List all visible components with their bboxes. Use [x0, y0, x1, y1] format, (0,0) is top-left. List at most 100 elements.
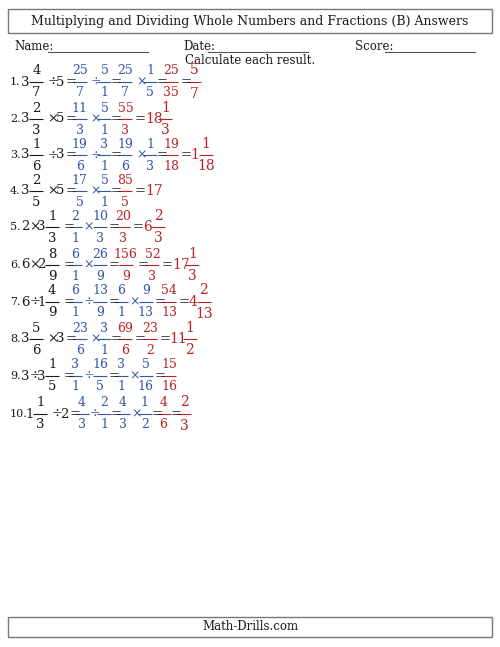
Text: =: = — [152, 408, 162, 421]
Text: 3: 3 — [37, 221, 46, 234]
Text: 5: 5 — [100, 65, 108, 78]
Text: ÷: ÷ — [84, 296, 94, 309]
Text: 8: 8 — [48, 248, 56, 261]
Text: 5: 5 — [190, 63, 198, 78]
Text: 1: 1 — [48, 358, 56, 371]
Text: 3: 3 — [78, 419, 86, 432]
Text: 18: 18 — [163, 160, 179, 173]
Text: 6: 6 — [143, 220, 152, 234]
Text: 7: 7 — [76, 87, 84, 100]
Text: 26: 26 — [92, 248, 108, 261]
Text: 1: 1 — [36, 397, 44, 410]
Text: ÷: ÷ — [30, 369, 40, 382]
Text: 3: 3 — [76, 124, 84, 137]
Text: =: = — [63, 296, 74, 309]
Text: =: = — [65, 113, 76, 126]
Bar — [8, 617, 492, 637]
Text: ×: × — [84, 221, 94, 234]
Text: ÷: ÷ — [90, 408, 101, 421]
Text: =: = — [70, 408, 80, 421]
Text: 17: 17 — [72, 173, 88, 186]
Text: 3.: 3. — [10, 150, 20, 160]
Text: 2: 2 — [60, 408, 68, 421]
Text: 9: 9 — [48, 307, 56, 320]
Text: 25: 25 — [72, 65, 88, 78]
Text: 9: 9 — [122, 270, 130, 283]
Text: 3: 3 — [148, 270, 156, 283]
Text: 9: 9 — [48, 270, 56, 283]
Text: 6: 6 — [72, 248, 80, 261]
Text: 13: 13 — [161, 307, 177, 320]
Text: 1: 1 — [72, 270, 80, 283]
Text: 3: 3 — [122, 124, 130, 137]
Text: =: = — [63, 369, 74, 382]
Text: 1: 1 — [72, 232, 80, 245]
Text: =: = — [156, 149, 168, 162]
Text: 19: 19 — [72, 138, 88, 151]
Text: 8.: 8. — [10, 334, 20, 344]
Text: 2: 2 — [146, 344, 154, 356]
Text: =: = — [65, 76, 76, 89]
Text: 7: 7 — [190, 87, 198, 100]
Text: 6: 6 — [32, 160, 40, 173]
Text: 20: 20 — [116, 210, 132, 223]
Text: 1: 1 — [190, 148, 200, 162]
Text: 16: 16 — [138, 380, 154, 393]
Text: 2: 2 — [72, 210, 80, 223]
Text: =: = — [156, 76, 168, 89]
Text: 4: 4 — [48, 285, 56, 298]
Text: 1: 1 — [117, 380, 125, 393]
Text: ×: × — [130, 369, 140, 382]
Text: 3: 3 — [22, 184, 30, 197]
Text: 3: 3 — [118, 419, 126, 432]
Text: Date:: Date: — [183, 39, 215, 52]
Text: 4: 4 — [160, 397, 168, 410]
Text: 9: 9 — [142, 285, 150, 298]
Text: ÷: ÷ — [90, 76, 101, 89]
Text: 2: 2 — [37, 259, 46, 272]
Text: 85: 85 — [118, 173, 134, 186]
Text: ×: × — [30, 259, 40, 272]
Text: 6: 6 — [22, 296, 30, 309]
Text: 6.: 6. — [10, 260, 20, 270]
Text: 1: 1 — [26, 408, 34, 421]
Text: ×: × — [84, 259, 94, 272]
Text: 1: 1 — [141, 397, 149, 410]
Text: ÷: ÷ — [52, 408, 62, 421]
Text: 3: 3 — [22, 149, 30, 162]
Text: 6: 6 — [117, 285, 125, 298]
Text: 1: 1 — [100, 160, 108, 173]
Text: =: = — [171, 408, 182, 421]
Text: 1: 1 — [100, 195, 108, 208]
Text: 3: 3 — [161, 124, 170, 138]
Text: 19: 19 — [163, 138, 179, 151]
Text: 3: 3 — [22, 76, 30, 89]
Text: 3: 3 — [117, 358, 125, 371]
Text: 3: 3 — [188, 270, 197, 283]
Text: 2: 2 — [180, 395, 189, 410]
Text: 1: 1 — [117, 307, 125, 320]
Text: 3: 3 — [22, 333, 30, 345]
Text: =: = — [110, 408, 122, 421]
Text: ÷: ÷ — [48, 149, 58, 162]
Text: 16: 16 — [161, 380, 177, 393]
Text: 2: 2 — [32, 102, 40, 115]
Text: 18: 18 — [197, 160, 214, 173]
Text: 10: 10 — [92, 210, 108, 223]
Text: 5: 5 — [100, 102, 108, 115]
Text: ÷: ÷ — [30, 296, 40, 309]
Text: 6: 6 — [122, 160, 130, 173]
Text: 1: 1 — [100, 419, 108, 432]
Text: 1: 1 — [161, 100, 170, 115]
Text: 6: 6 — [76, 344, 84, 356]
Text: =: = — [109, 369, 120, 382]
Text: Name:: Name: — [14, 39, 54, 52]
Text: ×: × — [90, 113, 101, 126]
Text: 5: 5 — [76, 195, 84, 208]
Text: 52: 52 — [144, 248, 160, 261]
Text: 2: 2 — [186, 344, 194, 358]
Text: Multiplying and Dividing Whole Numbers and Fractions (B) Answers: Multiplying and Dividing Whole Numbers a… — [32, 14, 469, 28]
Text: =: = — [109, 259, 120, 272]
Text: ÷: ÷ — [90, 149, 101, 162]
Text: 1: 1 — [188, 247, 197, 261]
